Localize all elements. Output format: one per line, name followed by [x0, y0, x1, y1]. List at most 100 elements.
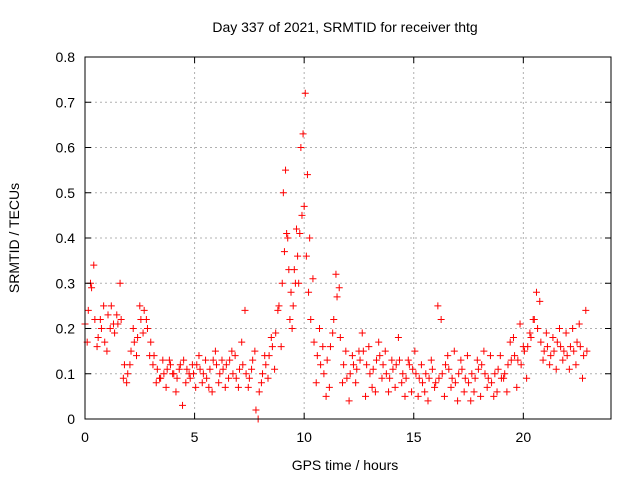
- data-point: [376, 352, 384, 360]
- data-point: [411, 347, 419, 355]
- data-point: [104, 311, 112, 319]
- data-point: [394, 334, 402, 342]
- data-point: [322, 392, 330, 400]
- x-tick-label: 10: [296, 429, 312, 445]
- data-point: [391, 383, 399, 391]
- data-point: [332, 270, 340, 278]
- data-point: [116, 279, 124, 287]
- data-points: [81, 89, 591, 423]
- data-point: [255, 388, 263, 396]
- y-tick-label: 0.8: [56, 49, 76, 65]
- data-point: [103, 347, 111, 355]
- data-point: [576, 343, 584, 351]
- data-point: [93, 343, 101, 351]
- data-point: [180, 356, 188, 364]
- data-point: [229, 370, 237, 378]
- data-point: [162, 383, 170, 391]
- data-point: [471, 374, 479, 382]
- data-point: [473, 356, 481, 364]
- data-point: [450, 347, 458, 355]
- data-point: [317, 361, 325, 369]
- data-point: [232, 374, 240, 382]
- data-point: [339, 379, 347, 387]
- data-point: [458, 365, 466, 373]
- data-point: [124, 370, 132, 378]
- data-point: [379, 361, 387, 369]
- data-point: [286, 315, 294, 323]
- data-point: [172, 388, 180, 396]
- data-point: [160, 370, 168, 378]
- data-point: [126, 361, 134, 369]
- data-point: [272, 329, 280, 337]
- data-point: [366, 370, 374, 378]
- data-point: [199, 370, 207, 378]
- data-point: [343, 374, 351, 382]
- data-point: [274, 306, 282, 314]
- data-point: [547, 352, 555, 360]
- data-point: [323, 356, 331, 364]
- data-point: [486, 352, 494, 360]
- data-point: [107, 302, 115, 310]
- data-point: [405, 361, 413, 369]
- y-tick-label: 0.2: [56, 321, 76, 337]
- data-point: [300, 202, 308, 210]
- data-point: [460, 388, 468, 396]
- data-point: [362, 392, 370, 400]
- data-point: [483, 383, 491, 391]
- data-point: [516, 320, 524, 328]
- data-point: [557, 343, 565, 351]
- data-point: [231, 352, 239, 360]
- data-point: [555, 325, 563, 332]
- data-point: [298, 211, 306, 219]
- data-point: [242, 370, 250, 378]
- data-point: [488, 379, 496, 387]
- data-point: [261, 352, 269, 360]
- x-tick-label: 20: [516, 429, 532, 445]
- data-point: [301, 89, 309, 97]
- data-point: [330, 315, 338, 323]
- data-point: [437, 315, 445, 323]
- data-point: [97, 325, 105, 332]
- data-point: [386, 374, 394, 382]
- x-tick-label: 0: [81, 429, 89, 445]
- data-point: [208, 388, 216, 396]
- data-point: [540, 347, 548, 355]
- data-point: [408, 388, 416, 396]
- data-point: [496, 352, 504, 360]
- data-point: [156, 374, 164, 382]
- data-point: [442, 361, 450, 369]
- data-point: [283, 229, 291, 237]
- data-point: [94, 334, 102, 342]
- data-point: [282, 166, 290, 174]
- data-point: [401, 392, 409, 400]
- data-point: [345, 397, 353, 405]
- data-point: [305, 288, 313, 296]
- data-point: [572, 361, 580, 369]
- data-point: [451, 379, 459, 387]
- data-point: [244, 383, 252, 391]
- data-point: [490, 392, 498, 400]
- x-axis-label: GPS time / hours: [292, 457, 399, 473]
- data-point: [573, 338, 581, 346]
- data-point: [295, 279, 303, 287]
- data-point: [565, 365, 573, 373]
- y-tick-label: 0.4: [56, 230, 76, 246]
- data-point: [506, 338, 514, 346]
- data-point: [218, 356, 226, 364]
- y-tick-label: 0.1: [56, 366, 76, 382]
- data-point: [192, 383, 200, 391]
- data-point: [537, 338, 545, 346]
- data-point: [438, 370, 446, 378]
- data-point: [88, 284, 96, 292]
- data-point: [280, 248, 288, 256]
- data-point: [549, 334, 557, 342]
- data-point: [440, 392, 448, 400]
- data-point: [221, 383, 229, 391]
- data-point: [511, 352, 519, 360]
- data-point: [378, 374, 386, 382]
- data-point: [203, 374, 211, 382]
- data-point: [202, 356, 210, 364]
- data-point: [356, 356, 364, 364]
- data-point: [303, 171, 311, 179]
- data-point: [445, 365, 453, 373]
